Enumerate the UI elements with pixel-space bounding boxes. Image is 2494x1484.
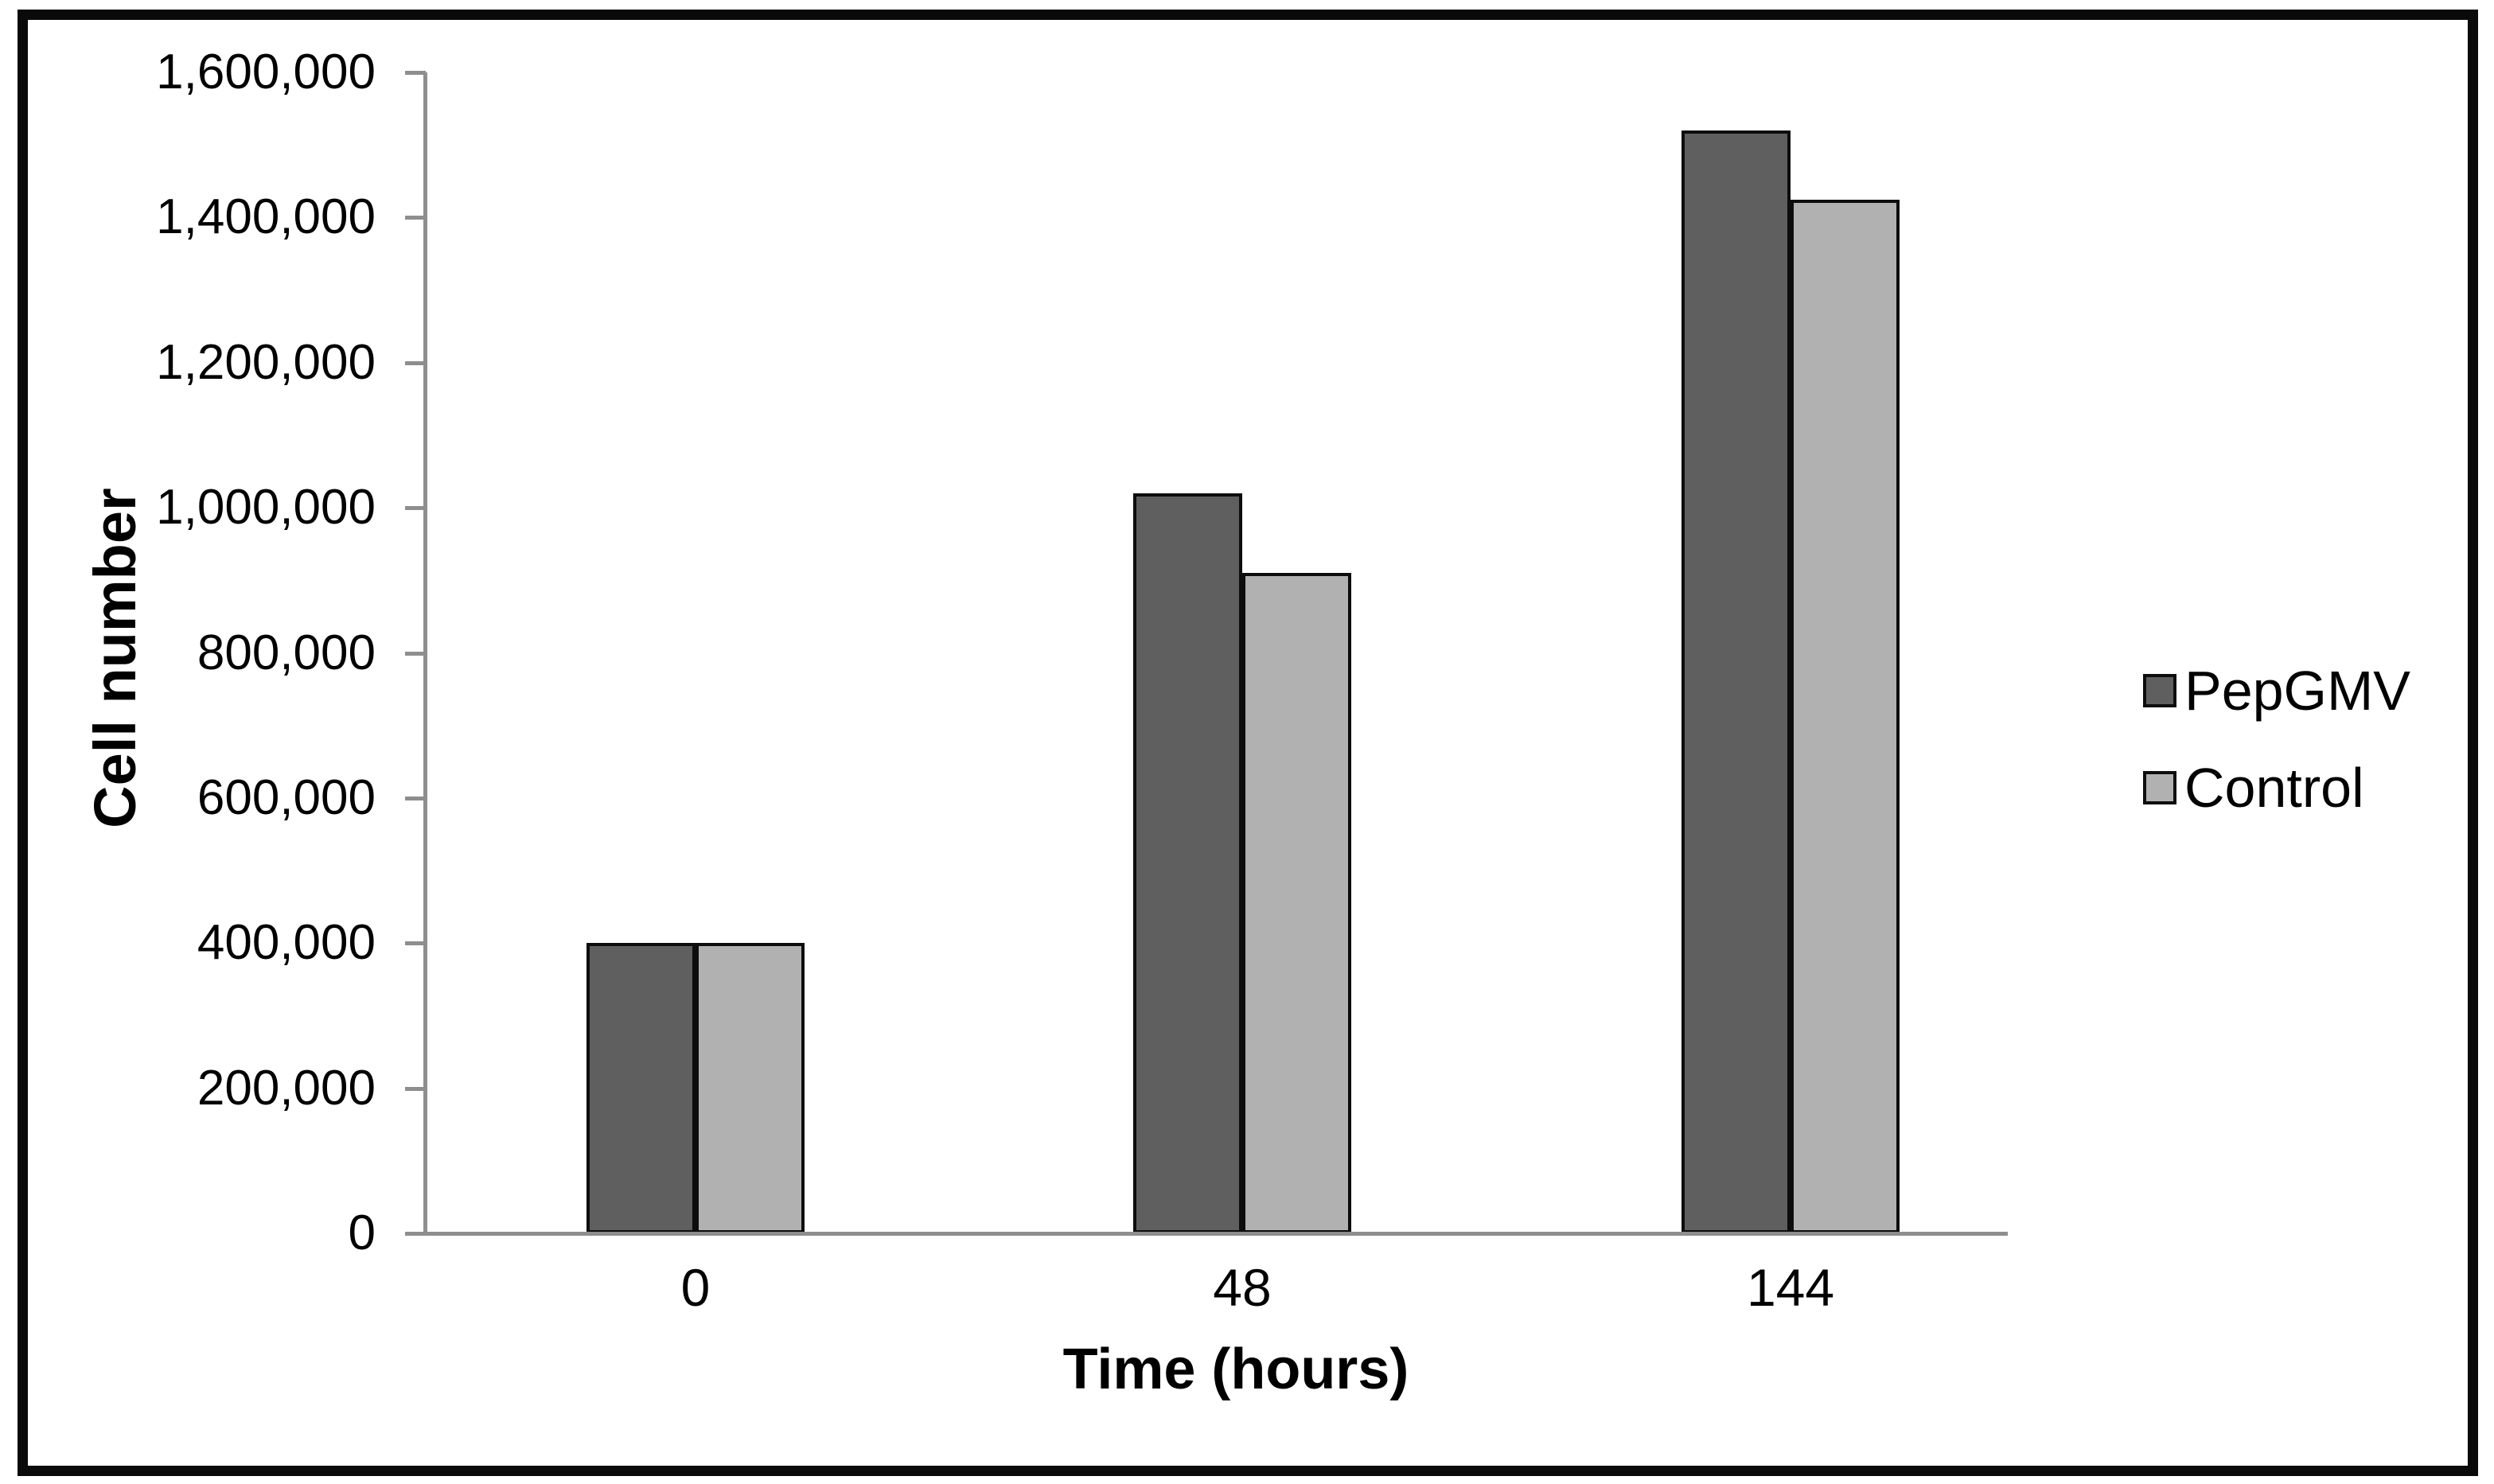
y-axis-title: Cell number [82, 488, 148, 828]
bar-pepgmv-144 [1682, 130, 1791, 1233]
y-axis-tick [405, 796, 426, 800]
bar-pepgmv-48 [1133, 493, 1242, 1233]
x-axis-tick-label: 144 [1746, 1258, 1835, 1317]
y-axis-tick [405, 1232, 426, 1236]
y-axis-tick-label: 0 [348, 1206, 376, 1260]
y-axis-tick [405, 651, 426, 656]
y-axis-tick [405, 941, 426, 946]
y-axis-tick [405, 360, 426, 365]
x-axis-tick-label: 48 [1213, 1258, 1272, 1317]
legend-marker-pepgmv [2143, 674, 2176, 707]
y-axis-tick-label: 1,200,000 [156, 334, 376, 390]
legend-label: PepGMV [2184, 660, 2410, 722]
y-axis-tick-label: 800,000 [197, 625, 376, 680]
y-axis-tick-label: 200,000 [197, 1060, 376, 1116]
bar-control-48 [1242, 573, 1351, 1233]
y-axis-tick [405, 1086, 426, 1091]
bar-control-144 [1791, 199, 1900, 1233]
y-axis-tick-label: 1,000,000 [156, 480, 376, 536]
bar-pepgmv-0 [586, 943, 696, 1233]
plot-area [405, 71, 2008, 1236]
y-axis-tick-label: 400,000 [197, 915, 376, 971]
y-axis-tick-label: 1,600,000 [156, 45, 376, 99]
legend: PepGMV Control [2143, 659, 2410, 853]
y-axis-tick-label: 1,400,000 [156, 189, 376, 245]
y-axis-tick [405, 216, 426, 220]
y-axis-tick [405, 71, 426, 75]
x-axis-tick-label: 0 [680, 1258, 711, 1317]
legend-item-pepgmv: PepGMV [2143, 659, 2410, 723]
legend-marker-control [2143, 771, 2176, 804]
x-axis-title: Time (hours) [1062, 1338, 1409, 1401]
legend-label: Control [2184, 757, 2364, 819]
x-axis-line [423, 1232, 2008, 1236]
legend-item-control: Control [2143, 756, 2410, 820]
bar-control-0 [696, 943, 805, 1233]
y-axis-tick [405, 506, 426, 511]
y-axis-tick-label: 600,000 [197, 769, 376, 825]
